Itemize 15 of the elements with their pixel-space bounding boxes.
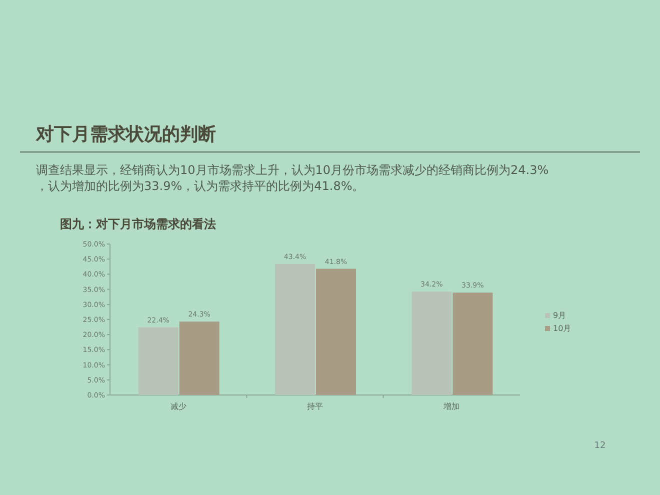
text: 图九：对下月市场需求的看法 <box>60 217 216 231</box>
bar <box>316 268 356 395</box>
bar <box>138 327 178 395</box>
bar <box>412 292 452 395</box>
bar <box>179 322 220 395</box>
bar <box>275 264 315 395</box>
chart-title: 对下月需求状况的判断 <box>35 124 216 145</box>
x-tick-label: 持平 <box>307 402 323 411</box>
x-tick-label: 增加 <box>442 402 460 411</box>
legend-label: 9月 <box>553 311 566 320</box>
x-tick-label: 减少 <box>170 402 186 411</box>
legend-label: 10月 <box>553 324 572 333</box>
text: 12 <box>594 441 606 451</box>
bar <box>452 292 493 395</box>
chart-subtitle: 调查结果显示，经销商认为10月市场需求上升，认为10月份市场需求减少的经销商比例为24.3%，认为增加的比例为33.9%，认为需求持平的比例为41.8%。 <box>36 163 549 193</box>
